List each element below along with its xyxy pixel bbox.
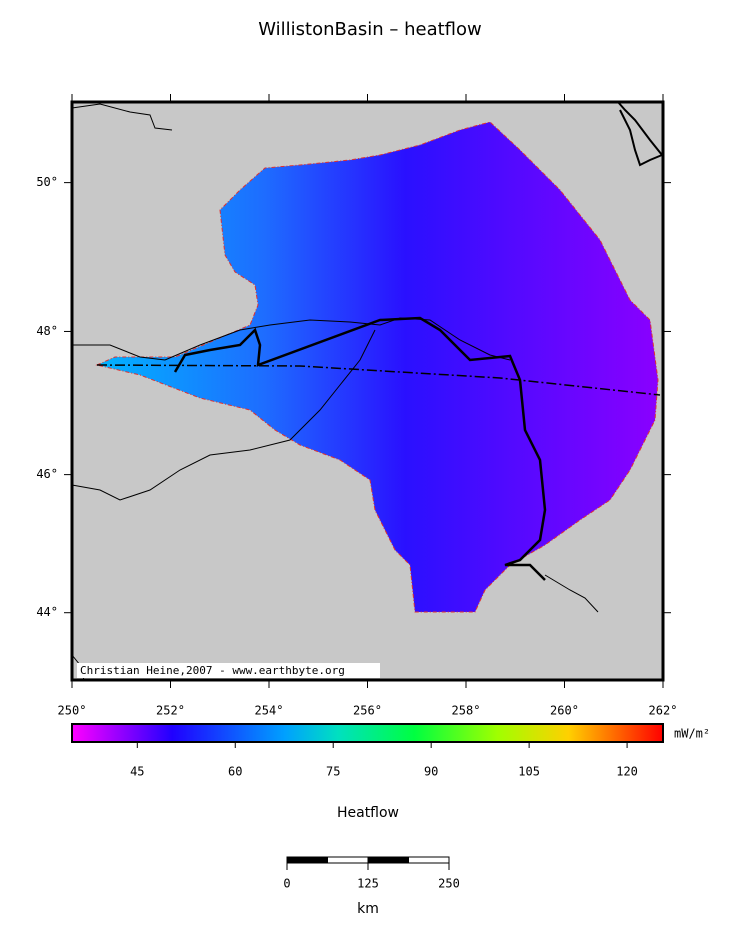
scale-segment — [286, 856, 328, 864]
credit-box — [77, 663, 380, 678]
colorbar-tick-label: 75 — [326, 765, 340, 779]
scale-unit: km — [357, 901, 379, 917]
colorbar-tick-label: 120 — [616, 765, 638, 779]
colorbar-tick-label: 105 — [518, 765, 540, 779]
x-tick-label: 256° — [353, 704, 382, 718]
scale-segment — [327, 856, 369, 864]
scale-tick-label: 250 — [438, 877, 460, 891]
x-tick-label: 258° — [452, 704, 481, 718]
colorbar-tick-label: 60 — [228, 765, 242, 779]
credit: Christian Heine,2007 - www.earthbyte.org — [80, 664, 345, 677]
y-tick-label: 48° — [36, 324, 58, 338]
y-tick-label: 46° — [36, 467, 58, 481]
scale-segment — [408, 856, 450, 864]
map-title: WillistonBasin – heatflow — [258, 19, 482, 40]
x-tick-label: 262° — [649, 704, 678, 718]
x-tick-label: 250° — [58, 704, 87, 718]
y-tick-label: 50° — [36, 175, 58, 189]
x-tick-label: 252° — [156, 704, 185, 718]
colorbar-tick-label: 90 — [424, 765, 438, 779]
scale-tick-label: 125 — [357, 877, 379, 891]
y-tick-label: 44° — [36, 605, 58, 619]
colorbar-unit: mW/m² — [674, 727, 710, 741]
scale-tick-label: 0 — [283, 877, 290, 891]
colorbar-label: Heatflow — [337, 805, 399, 821]
colorbar — [71, 723, 664, 743]
heatflow-area — [95, 121, 659, 613]
scale-segment — [367, 856, 409, 864]
x-tick-label: 260° — [550, 704, 579, 718]
x-tick-label: 254° — [255, 704, 284, 718]
colorbar-tick-label: 45 — [130, 765, 144, 779]
